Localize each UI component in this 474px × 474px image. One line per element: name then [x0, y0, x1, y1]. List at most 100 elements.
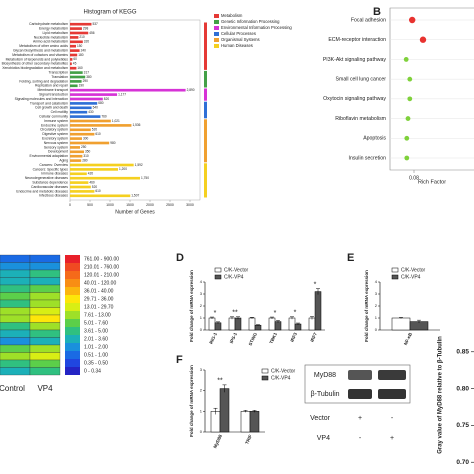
group-strip	[204, 119, 207, 163]
category-label: Apoptosis	[363, 136, 386, 142]
bar	[70, 119, 111, 123]
y-tick-label: 0	[375, 327, 378, 332]
bar	[70, 75, 86, 79]
colorbar-label: 2.01 - 3.60	[84, 336, 108, 342]
bar	[70, 163, 134, 167]
y-axis-label: Gray value of MyD88 relative to β-Tubuli…	[438, 336, 444, 454]
y-tick-label: 2	[200, 388, 203, 393]
x-tick-label: STING	[248, 331, 259, 346]
heatmap-cell	[0, 262, 31, 271]
category-label: Replication and repair	[35, 84, 69, 88]
y-tick-label: 1	[200, 408, 203, 413]
bar	[249, 411, 260, 433]
legend-label: C/K-Vector	[271, 368, 296, 374]
category-label: Transport and catabolism	[30, 101, 68, 105]
legend-label: C/K-Vector	[224, 267, 249, 273]
heatmap-cell	[29, 254, 61, 263]
bar	[70, 176, 140, 180]
value-label: 60	[73, 57, 77, 61]
category-label: Sensory system	[44, 145, 68, 149]
y-tick-label: 3	[200, 291, 203, 296]
x-tick-label: TBK1	[268, 331, 278, 344]
bar	[70, 66, 77, 70]
heatmap-cell	[29, 322, 61, 331]
panel-letter: E	[347, 252, 354, 264]
heatmap-cell	[29, 337, 61, 346]
value-label: 180	[78, 53, 84, 57]
y-tick-label: 0	[200, 327, 203, 332]
colorbar-bin	[65, 263, 80, 271]
x-tick-label: 1500	[126, 203, 134, 207]
category-label: Cancers: Overview	[39, 163, 68, 167]
condition-mark: -	[391, 415, 394, 422]
legend-label: C/K-Vector	[401, 267, 426, 273]
colorbar-label: 1.01 - 2.00	[84, 344, 108, 350]
x-tick-label: 3000	[186, 203, 194, 207]
column-label: Control	[0, 384, 25, 393]
heatmap-cell	[0, 269, 31, 278]
bar	[70, 44, 76, 48]
dot	[404, 135, 410, 141]
category-label: Carbohydrate metabolism	[29, 22, 68, 26]
legend-swatch	[391, 274, 399, 280]
dot	[407, 96, 413, 102]
panel-letter: F	[176, 354, 183, 366]
dot	[404, 155, 410, 161]
bar	[70, 194, 131, 198]
heatmap-cell	[29, 352, 61, 361]
category-label: Small cell lung cancer	[336, 77, 387, 83]
bar	[248, 317, 256, 331]
heatmap-cell	[29, 284, 61, 293]
value-label: 250	[81, 145, 87, 149]
value-label: 210	[79, 35, 85, 39]
bar	[70, 150, 84, 154]
bar	[314, 291, 322, 331]
significance: *	[314, 281, 317, 288]
x-tick-label: RIG-1	[208, 331, 218, 344]
x-tick-label: MyD88	[212, 433, 223, 449]
value-label: 190	[79, 84, 85, 88]
x-tick-label: IRF3	[289, 331, 298, 342]
dot	[403, 57, 409, 62]
colorbar-bin	[65, 343, 80, 351]
value-label: 1,021	[112, 119, 120, 123]
category-label: Development	[48, 150, 68, 154]
dot	[405, 116, 411, 121]
category-label: Neurodegenerative diseases	[25, 176, 68, 180]
y-tick-label: 1	[375, 315, 378, 320]
condition-mark: +	[358, 415, 362, 422]
bar	[70, 137, 82, 140]
value-label: 540	[93, 106, 99, 110]
colorbar-label: 0.35 - 0.50	[84, 360, 108, 366]
value-label: 160	[77, 66, 83, 70]
category-label: Riboflavin metabolism	[335, 116, 386, 122]
heatmap-cell	[29, 344, 61, 353]
category-label: Environmental adaptation	[30, 154, 69, 158]
blot-row-label: MyD88	[314, 372, 336, 379]
colorbar-bin	[65, 287, 80, 295]
heatmap-cell	[29, 292, 61, 301]
category-label: PI3K-Akt signaling pathway	[323, 57, 387, 63]
value-label: 150	[77, 44, 83, 48]
heatmap-cell	[29, 269, 61, 278]
category-label: Metabolism of other amino acids	[19, 44, 68, 48]
heatmap-cell	[29, 299, 61, 308]
legend-swatch	[214, 274, 222, 280]
error-bar	[243, 410, 248, 413]
category-label: Excretory system	[42, 136, 68, 140]
bar	[308, 317, 316, 331]
bar	[70, 110, 88, 114]
value-label: 310	[83, 154, 89, 158]
blot-frame	[304, 364, 411, 404]
y-tick-label: 0.80	[456, 385, 469, 392]
chart-title: Histogram of KEGG	[83, 10, 136, 16]
bar	[70, 132, 95, 136]
bar	[70, 172, 87, 176]
blot-band	[348, 370, 372, 380]
condition-mark: -	[359, 435, 362, 442]
heatmap-cell	[0, 329, 31, 338]
value-label: 2,890	[187, 88, 195, 92]
category-label: Metabolism of cofactors and vitamins	[12, 53, 68, 57]
blot-band	[378, 389, 406, 399]
legend-swatch	[391, 267, 399, 273]
